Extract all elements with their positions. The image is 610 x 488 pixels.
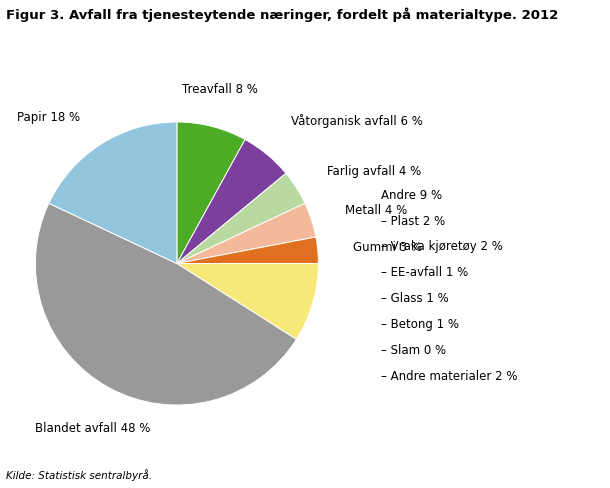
Wedge shape bbox=[177, 264, 318, 339]
Wedge shape bbox=[177, 237, 318, 264]
Text: – Glass 1 %: – Glass 1 % bbox=[381, 292, 449, 305]
Text: Metall 4 %: Metall 4 % bbox=[345, 203, 407, 217]
Text: – Slam 0 %: – Slam 0 % bbox=[381, 344, 447, 357]
Text: – EE-avfall 1 %: – EE-avfall 1 % bbox=[381, 266, 468, 279]
Text: Gummi 3 %: Gummi 3 % bbox=[353, 241, 422, 254]
Text: – Betong 1 %: – Betong 1 % bbox=[381, 318, 459, 331]
Text: – Andre materialer 2 %: – Andre materialer 2 % bbox=[381, 370, 518, 383]
Text: Andre 9 %: Andre 9 % bbox=[381, 189, 442, 202]
Text: – Plast 2 %: – Plast 2 % bbox=[381, 215, 445, 227]
Wedge shape bbox=[177, 122, 245, 264]
Wedge shape bbox=[49, 122, 177, 264]
Text: – Vraka kjøretøy 2 %: – Vraka kjøretøy 2 % bbox=[381, 241, 503, 253]
Text: Våtorganisk avfall 6 %: Våtorganisk avfall 6 % bbox=[291, 114, 423, 128]
Wedge shape bbox=[177, 140, 286, 264]
Text: Farlig avfall 4 %: Farlig avfall 4 % bbox=[327, 164, 421, 178]
Text: Treavfall 8 %: Treavfall 8 % bbox=[182, 83, 258, 96]
Text: Blandet avfall 48 %: Blandet avfall 48 % bbox=[35, 422, 151, 435]
Text: Kilde: Statistisk sentralbyrå.: Kilde: Statistisk sentralbyrå. bbox=[6, 469, 152, 481]
Wedge shape bbox=[35, 203, 296, 405]
Text: Papir 18 %: Papir 18 % bbox=[17, 111, 80, 124]
Wedge shape bbox=[177, 173, 305, 264]
Wedge shape bbox=[177, 203, 316, 264]
Text: Figur 3. Avfall fra tjenesteytende næringer, fordelt på materialtype. 2012: Figur 3. Avfall fra tjenesteytende nærin… bbox=[6, 7, 558, 22]
